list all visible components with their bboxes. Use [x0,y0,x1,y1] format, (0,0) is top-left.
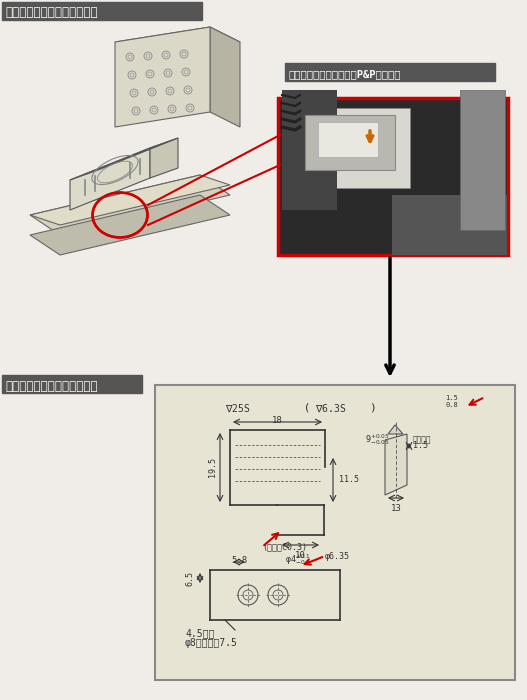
FancyBboxPatch shape [2,2,202,20]
Text: 1.5: 1.5 [413,442,428,451]
Text: 19.5: 19.5 [208,457,217,477]
Text: 5.8: 5.8 [231,556,247,565]
Text: 6.5: 6.5 [186,570,194,585]
FancyBboxPatch shape [460,90,505,230]
Text: 9$^{+0.05}_{-0.05}$: 9$^{+0.05}_{-0.05}$ [365,432,389,447]
FancyBboxPatch shape [305,115,395,170]
FancyBboxPatch shape [278,98,508,255]
Text: φ8ザグリ深7.5: φ8ザグリ深7.5 [185,638,238,648]
Polygon shape [70,148,150,210]
Text: 【図２】チャックツメ部品図: 【図２】チャックツメ部品図 [5,379,97,393]
Polygon shape [30,175,230,225]
Text: 18: 18 [271,416,282,425]
Polygon shape [210,27,240,127]
Polygon shape [150,138,178,178]
FancyBboxPatch shape [2,375,142,393]
Text: 4.5キリ: 4.5キリ [185,628,214,638]
Text: 13: 13 [391,504,402,513]
Text: (両口元C0.3): (両口元C0.3) [262,542,307,551]
FancyBboxPatch shape [392,195,507,255]
Text: 【図１】移載自動機の全体図: 【図１】移載自動機の全体図 [5,6,97,20]
Polygon shape [115,27,210,127]
Text: ): ) [370,403,374,413]
Text: 1.5
0.8: 1.5 0.8 [445,395,458,408]
Text: 11.5: 11.5 [339,475,359,484]
Polygon shape [30,195,230,255]
FancyBboxPatch shape [300,108,410,188]
FancyBboxPatch shape [285,63,495,81]
Text: $\nabla$6.3S: $\nabla$6.3S [315,403,346,414]
Text: 10: 10 [295,551,305,560]
Text: φ4$^{+0.1}_{-0.0}$: φ4$^{+0.1}_{-0.0}$ [285,552,311,567]
FancyBboxPatch shape [155,385,515,680]
Text: φ6.35: φ6.35 [325,552,350,561]
Polygon shape [30,175,230,235]
Text: $\nabla$25S: $\nabla$25S [225,403,250,414]
Polygon shape [388,425,403,434]
Polygon shape [115,27,240,57]
FancyBboxPatch shape [282,90,337,210]
Text: 最小ニゲ: 最小ニゲ [413,435,432,444]
Text: 【写真１】移載自動機のP&Pユニット: 【写真１】移載自動機のP&Pユニット [288,69,401,79]
Polygon shape [70,138,178,180]
FancyBboxPatch shape [318,122,378,157]
Polygon shape [385,434,407,495]
Text: (: ( [305,403,309,413]
